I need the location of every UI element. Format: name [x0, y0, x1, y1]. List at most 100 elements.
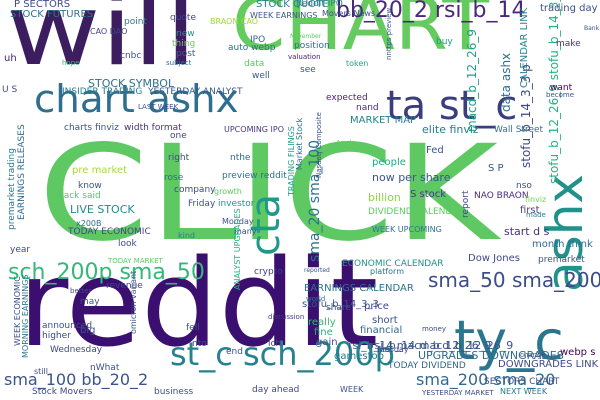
cloud-word: nthe: [230, 153, 251, 163]
cloud-word: Friday: [188, 199, 216, 209]
cloud-word: WEEK: [340, 385, 364, 394]
cloud-word: sch_200p sma_50: [8, 260, 205, 285]
cloud-word: EARNINGS CALENDAR: [304, 283, 414, 294]
cloud-word: charts finviz: [64, 123, 119, 133]
cloud-word: reddit: [18, 235, 379, 374]
cloud-word: U S: [2, 85, 18, 95]
cloud-word: day ahead: [252, 385, 300, 395]
cloud-word: MARKET MAP: [350, 115, 417, 126]
cloud-word: revenue: [106, 281, 143, 291]
cloud-word: fine: [314, 327, 333, 338]
cloud-word: know: [78, 181, 102, 191]
cloud-word: webp s: [560, 347, 596, 358]
cloud-word: discussion: [268, 313, 305, 321]
cloud-word: TRADING FILINGS: [287, 126, 296, 196]
cloud-word: year: [10, 245, 31, 255]
cloud-word: omicron variant: [129, 270, 138, 334]
cloud-word: x200B: [76, 219, 102, 228]
cloud-word: YESTERDAY MARKET: [422, 389, 494, 397]
cloud-word: rose: [164, 173, 184, 183]
cloud-word: BRAON CAO: [210, 17, 259, 26]
cloud-word: expected: [326, 93, 368, 103]
cloud-word: ANALYST UPGRADES: [233, 208, 242, 290]
cloud-word: now per share: [372, 171, 451, 184]
cloud-word: subject: [166, 59, 192, 67]
cloud-word: CALENDAR LINK: [519, 7, 530, 88]
cloud-word: CHART: [232, 0, 489, 66]
cloud-word: STOCK QUOTE: [256, 0, 329, 10]
cloud-word: well: [252, 71, 270, 81]
cloud-word: one: [170, 131, 187, 141]
cloud-word: back said: [58, 191, 101, 201]
cloud-word: big: [80, 325, 96, 336]
cloud-word: gain: [316, 337, 338, 348]
cloud-word: really: [308, 317, 336, 328]
cloud-word: start d s: [504, 225, 550, 238]
cloud-word: STOCK SYMBOL: [88, 77, 175, 90]
cloud-word: Dow Jones: [468, 253, 520, 264]
cloud-word: LAST WEEK: [138, 103, 179, 111]
cloud-word: UPCOMING IPO: [224, 125, 285, 134]
cloud-word: cnbc: [120, 51, 142, 61]
cloud-word: point: [124, 17, 147, 27]
cloud-word: reported: [304, 267, 330, 274]
cloud-word: become: [546, 91, 575, 99]
cloud-word: make: [556, 39, 581, 49]
cloud-word: billion: [368, 191, 401, 204]
cloud-word: higher: [42, 331, 71, 341]
cloud-word: YESTERDAY ANALYST: [148, 87, 243, 97]
cloud-word: financial: [360, 325, 403, 336]
cloud-word: ty_c: [454, 309, 564, 372]
cloud-word: EARNINGS RELEASES: [17, 124, 27, 220]
cloud-word: valuation: [288, 53, 321, 61]
cloud-word: position: [294, 41, 330, 51]
cloud-word: DIVIDEND CALENDAR: [368, 207, 465, 217]
cloud-word: November: [290, 33, 322, 40]
cloud-word: world: [306, 295, 326, 303]
cloud-word: Apple: [336, 139, 356, 147]
cloud-word: chart ashx: [34, 77, 239, 121]
cloud-word: platform: [370, 267, 404, 276]
cloud-word: many: [234, 227, 257, 236]
cloud-word: will: [6, 0, 197, 88]
cloud-word: NEXT WEEK: [500, 387, 548, 396]
cloud-word: macd_b_12_26_9: [465, 28, 479, 132]
cloud-word: hope: [62, 59, 80, 67]
cloud-word: WEEK EARNINGS: [250, 11, 318, 20]
cloud-word: STOCK FUTURES: [10, 9, 94, 20]
cloud-word: right: [168, 153, 190, 163]
cloud-word: ich: [268, 339, 282, 349]
cloud-word: share: [326, 303, 351, 313]
cloud-word: Nasdaq Composite: [315, 112, 323, 178]
cloud-word: rsi_b_14 macd_b_12_26_9: [370, 339, 514, 352]
cloud-word: look: [118, 239, 137, 249]
cloud-word: auto webp: [228, 43, 276, 53]
cloud-word: kind: [178, 231, 196, 240]
cloud-word: announced: [42, 321, 93, 331]
cloud-word: CLICK: [38, 117, 499, 271]
cloud-word: investor: [218, 199, 255, 209]
cloud-word: may: [80, 297, 100, 307]
cloud-word: post: [176, 49, 196, 59]
cloud-word: bb_20_2 rsi_b_14: [336, 0, 526, 23]
cloud-word: business: [154, 387, 194, 397]
cloud-word: preview reddit: [222, 171, 287, 181]
cloud-word: premarket: [538, 255, 585, 265]
cloud-word: rsi_b_14 macd_b_12_26_9: [348, 339, 492, 352]
cloud-word: gamestop: [334, 351, 384, 362]
cloud-word: Tuesday: [376, 345, 409, 354]
cloud-word: sma_50 sma_200: [428, 268, 600, 292]
cloud-word: CAO DAO: [90, 27, 128, 36]
cloud-word: ta st_c: [386, 83, 518, 129]
cloud-word: TODAY ECONOMIC: [68, 227, 151, 237]
cloud-word: Movers News: [322, 9, 376, 18]
cloud-word: LIVE STOCK: [70, 203, 135, 216]
cloud-word: company: [174, 185, 216, 195]
cloud-word: pre market: [72, 165, 128, 176]
cloud-word: nso: [516, 181, 532, 191]
cloud-word: UPGRADES DOWNGRADES: [418, 349, 564, 362]
cloud-word: st_c sch_200p: [170, 335, 395, 373]
cloud-word: nto: [192, 339, 207, 349]
cloud-word: width format: [124, 123, 182, 133]
